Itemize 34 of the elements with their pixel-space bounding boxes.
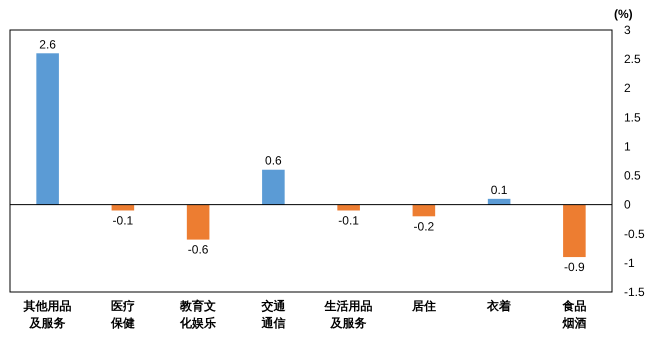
data-label: -0.6 [188, 242, 209, 257]
y-tick-label: -0.5 [624, 226, 646, 241]
bar [186, 204, 210, 240]
bar [36, 53, 59, 205]
data-label: 0.1 [490, 182, 508, 197]
y-tick-label: 0.5 [624, 168, 642, 183]
x-tick-label: 其他用品及服务 [22, 299, 72, 330]
data-label: -0.1 [338, 213, 360, 228]
x-tick-label: 食品烟酒 [561, 299, 586, 330]
x-tick-label: 生活用品及服务 [324, 299, 373, 330]
data-label: -0.9 [564, 260, 586, 274]
data-label: 2.6 [39, 37, 56, 52]
x-tick-label: 教育文化娱乐 [179, 299, 216, 330]
data-label: -0.2 [414, 219, 435, 234]
y-tick-label: -1 [624, 256, 635, 270]
y-tick-label: 2.5 [624, 52, 642, 66]
y-axis-title: (%) [614, 7, 633, 21]
bar [563, 204, 586, 258]
data-label: -0.1 [112, 213, 134, 228]
y-tick-label: 2 [624, 81, 631, 96]
x-tick-label: 交通通信 [260, 299, 286, 330]
y-tick-label: 1 [624, 139, 631, 154]
y-tick-label: 1.5 [624, 110, 642, 124]
y-tick-label: 0 [624, 198, 631, 212]
bar [262, 170, 285, 205]
x-tick-label: 衣着 [486, 299, 512, 313]
y-tick-label: 3 [624, 23, 631, 37]
bar [112, 204, 134, 210]
x-tick-label: 医疗保健 [110, 299, 135, 330]
data-label: 0.6 [265, 154, 282, 168]
x-tick-label: 居住 [410, 299, 436, 313]
bar [337, 204, 360, 210]
y-tick-label: -1.5 [624, 285, 646, 299]
bar [412, 204, 436, 216]
